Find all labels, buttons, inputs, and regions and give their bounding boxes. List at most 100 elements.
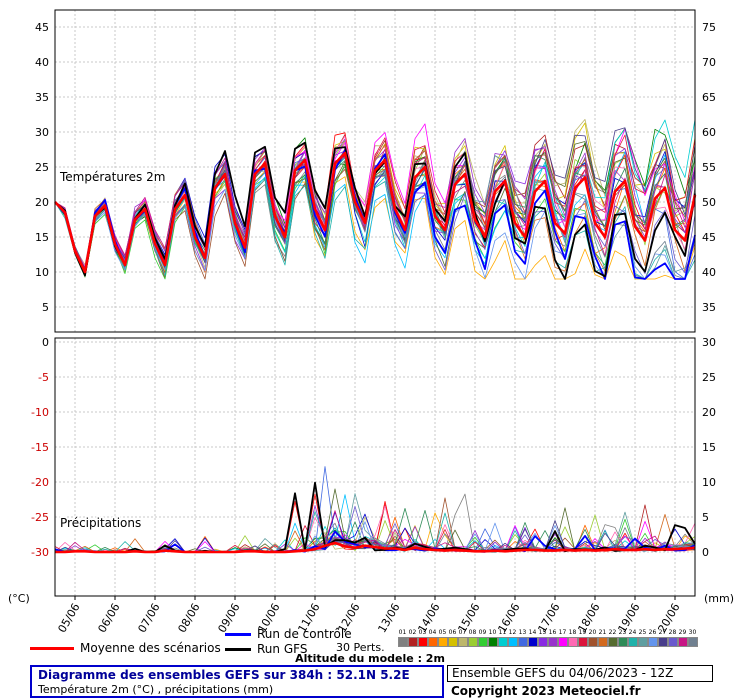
run-info: Ensemble GEFS du 04/06/2023 - 12Z — [447, 665, 713, 682]
temp-member-line — [54, 127, 696, 271]
y-axis-label-left: 35 — [35, 91, 49, 104]
y-axis-label-right: 5 — [702, 511, 709, 524]
x-axis-date-label: 06/06 — [95, 601, 122, 635]
perturbation-legend-strip: 01 02 03 04 05 06 07 08 09 10 11 12 13 14 15 16 17 18 19 20… — [397, 629, 698, 647]
perturbation-10: 10 — [487, 629, 498, 647]
y-axis-label-right: 30 — [702, 336, 716, 349]
perturbation-color-swatch — [467, 637, 478, 647]
perturbation-color-swatch — [457, 637, 468, 647]
perturbation-number: 20 — [588, 629, 597, 636]
perturbation-26: 26 — [647, 629, 658, 647]
y-axis-label-right: 70 — [702, 56, 716, 69]
temp-member-line — [54, 134, 696, 279]
gridlines — [55, 10, 695, 596]
y-axis-label-left: 30 — [35, 126, 49, 139]
perturbation-number: 11 — [498, 629, 507, 636]
y-axis-label-right: 10 — [702, 476, 716, 489]
perturbation-number: 04 — [428, 629, 437, 636]
x-axis-date-label: 05/06 — [55, 601, 82, 635]
perturbation-02: 02 — [407, 629, 418, 647]
perturbation-color-swatch — [597, 637, 608, 647]
perturbation-08: 08 — [467, 629, 478, 647]
perturbation-color-swatch — [547, 637, 558, 647]
perturbation-number: 24 — [628, 629, 637, 636]
perturbation-number: 25 — [638, 629, 647, 636]
y-axis-label-right: 50 — [702, 196, 716, 209]
run-info-box: Ensemble GEFS du 04/06/2023 - 12Z Copyri… — [447, 665, 713, 698]
perturbation-29: 29 — [677, 629, 688, 647]
y-axis-label-left: -5 — [38, 371, 49, 384]
y-axis-label-left: 25 — [35, 161, 49, 174]
perturbation-number: 16 — [548, 629, 557, 636]
diagram-title-box: Diagramme des ensembles GEFS sur 384h : … — [30, 665, 444, 698]
y-axis-label-right: 65 — [702, 91, 716, 104]
perturbation-17: 17 — [557, 629, 568, 647]
altitude-note: Altitude du modele : 2m — [295, 652, 445, 665]
legend-control-label: Run de contrôle — [257, 627, 352, 641]
perturbation-number: 19 — [578, 629, 587, 636]
y-axis-label-left: -10 — [31, 406, 49, 419]
x-axis-date-label: 08/06 — [175, 601, 202, 635]
perturbation-color-swatch — [507, 637, 518, 647]
perturbation-color-swatch — [417, 637, 428, 647]
perturbation-28: 28 — [667, 629, 678, 647]
perts-label: 30 Perts. — [336, 641, 385, 654]
perturbation-number: 18 — [568, 629, 577, 636]
legend-gfs-label: Run GFS — [257, 642, 308, 656]
y-axis-label-left: -20 — [31, 476, 49, 489]
perturbation-number: 12 — [508, 629, 517, 636]
perturbation-25: 25 — [637, 629, 648, 647]
perturbation-11: 11 — [497, 629, 508, 647]
perturbation-color-swatch — [477, 637, 488, 647]
perturbation-24: 24 — [627, 629, 638, 647]
perturbation-05: 05 — [437, 629, 448, 647]
temperature-panel-border — [54, 9, 696, 333]
perturbation-color-swatch — [657, 637, 668, 647]
y-axis-label-left: -30 — [31, 546, 49, 559]
y-axis-label-left: 15 — [35, 231, 49, 244]
perturbation-color-swatch — [627, 637, 638, 647]
perturbation-19: 19 — [577, 629, 588, 647]
right-unit-label: (mm) — [704, 592, 734, 605]
legend-gfs: Run GFS — [225, 642, 307, 656]
perturbation-23: 23 — [617, 629, 628, 647]
perturbation-30: 30 — [687, 629, 698, 647]
left-unit-label: (°C) — [8, 592, 30, 605]
legend-mean: Moyenne des scénarios — [30, 641, 221, 655]
perturbation-color-swatch — [407, 637, 418, 647]
y-axis-label-right: 55 — [702, 161, 716, 174]
perturbation-number: 26 — [648, 629, 657, 636]
y-axis-label-left: 0 — [42, 336, 49, 349]
perturbation-15: 15 — [537, 629, 548, 647]
perturbation-color-swatch — [637, 637, 648, 647]
y-axis-label-right: 0 — [702, 546, 709, 559]
diagram-title: Diagramme des ensembles GEFS sur 384h : … — [38, 668, 410, 682]
perturbation-color-swatch — [537, 637, 548, 647]
y-axis-label-left: 20 — [35, 196, 49, 209]
gfs-swatch — [225, 647, 251, 651]
perturbation-number: 07 — [458, 629, 467, 636]
y-axis-label-right: 25 — [702, 371, 716, 384]
perturbation-color-swatch — [677, 637, 688, 647]
y-axis-label-right: 20 — [702, 406, 716, 419]
perturbation-color-swatch — [647, 637, 658, 647]
y-axis-label-right: 60 — [702, 126, 716, 139]
perturbation-number: 17 — [558, 629, 567, 636]
perturbation-number: 30 — [688, 629, 697, 636]
perturbation-color-swatch — [447, 637, 458, 647]
y-axis-label-left: 40 — [35, 56, 49, 69]
y-axis-label-left: 45 — [35, 21, 49, 34]
perturbation-color-swatch — [617, 637, 628, 647]
perturbation-13: 13 — [517, 629, 528, 647]
perturbation-18: 18 — [567, 629, 578, 647]
perturbation-number: 02 — [408, 629, 417, 636]
y-axis-label-left: 10 — [35, 266, 49, 279]
perturbation-number: 03 — [418, 629, 427, 636]
perturbation-color-swatch — [517, 637, 528, 647]
precip-mean-line — [55, 541, 696, 554]
y-axis-label-right: 35 — [702, 301, 716, 314]
perturbation-09: 09 — [477, 629, 488, 647]
perturbation-color-swatch — [567, 637, 578, 647]
legend-control: Run de contrôle — [225, 627, 352, 641]
